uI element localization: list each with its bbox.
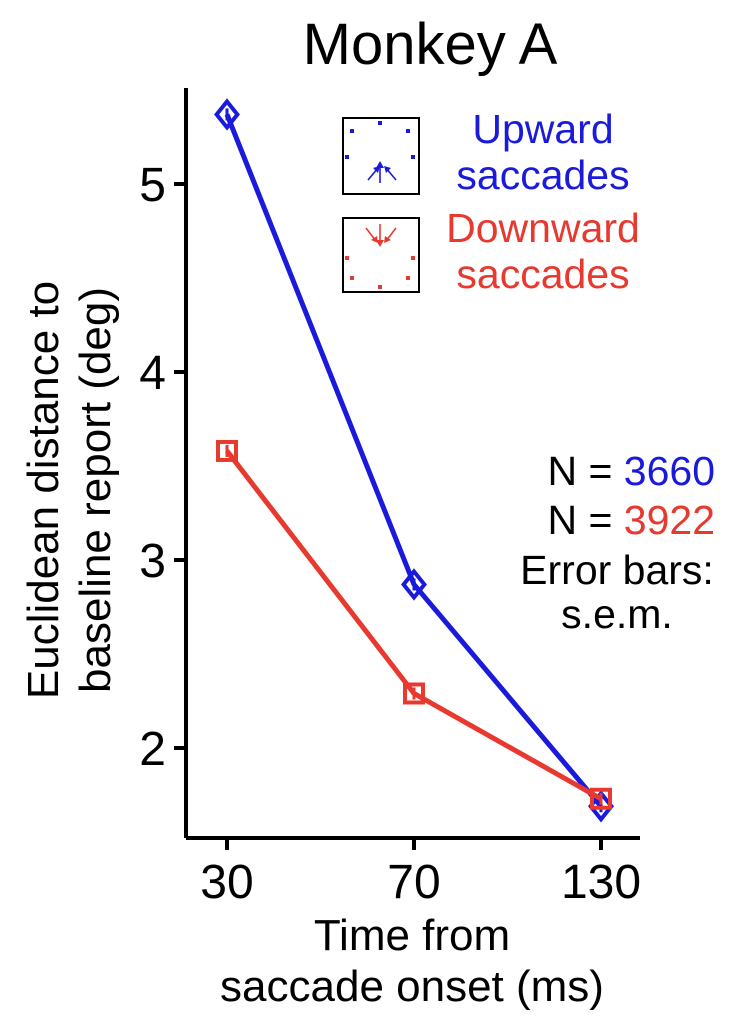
data-point-diamond bbox=[401, 568, 427, 601]
legend-upward-line1: Upward bbox=[472, 106, 613, 152]
y-tick-label: 3 bbox=[139, 535, 166, 588]
chart-title: Monkey A bbox=[303, 12, 558, 77]
legend: Upward saccades Downward saccades bbox=[342, 106, 640, 297]
x-tick-label: 30 bbox=[200, 856, 253, 909]
data-point-diamond bbox=[588, 790, 614, 823]
n-upward-label: N = bbox=[547, 448, 623, 494]
downward-saccade-icon bbox=[342, 217, 420, 293]
x-tick-label: 130 bbox=[561, 856, 641, 909]
y-tick-label: 2 bbox=[139, 723, 166, 776]
data-point-square bbox=[403, 682, 425, 705]
legend-upward-line2: saccades bbox=[456, 152, 629, 198]
series-upward bbox=[214, 98, 614, 823]
data-point-square bbox=[590, 787, 612, 810]
axes: 2 3 4 5 30 70 130 bbox=[139, 88, 641, 909]
legend-downward-line2: saccades bbox=[456, 251, 629, 297]
x-axis-label-line2: saccade onset (ms) bbox=[220, 962, 604, 1011]
n-downward-label: N = bbox=[547, 497, 623, 543]
series-line bbox=[225, 449, 603, 801]
error-bars-line2: s.e.m. bbox=[561, 591, 673, 637]
y-tick-label: 5 bbox=[139, 159, 166, 212]
svg-text:N = 3660: N = 3660 bbox=[547, 448, 715, 494]
legend-downward-line1: Downward bbox=[446, 205, 640, 251]
y-axis-label-line2: baseline report (deg) bbox=[71, 287, 120, 693]
series-downward bbox=[216, 439, 612, 810]
error-bars-line1: Error bars: bbox=[520, 547, 714, 593]
n-annotation: N = 3660 N = 3922 Error bars: s.e.m. bbox=[520, 448, 715, 637]
y-axis-label-line1: Euclidean distance to bbox=[19, 281, 68, 699]
data-point-square bbox=[216, 439, 238, 462]
svg-text:N = 3922: N = 3922 bbox=[547, 497, 715, 543]
x-tick-label: 70 bbox=[387, 856, 440, 909]
upward-saccade-icon bbox=[342, 117, 420, 195]
x-axis-label-line1: Time from bbox=[314, 911, 510, 960]
data-point-diamond bbox=[214, 98, 240, 131]
y-tick-label: 4 bbox=[139, 347, 166, 400]
n-upward-value: 3660 bbox=[624, 448, 715, 494]
n-downward-value: 3922 bbox=[624, 497, 715, 543]
series-layer bbox=[214, 98, 614, 823]
